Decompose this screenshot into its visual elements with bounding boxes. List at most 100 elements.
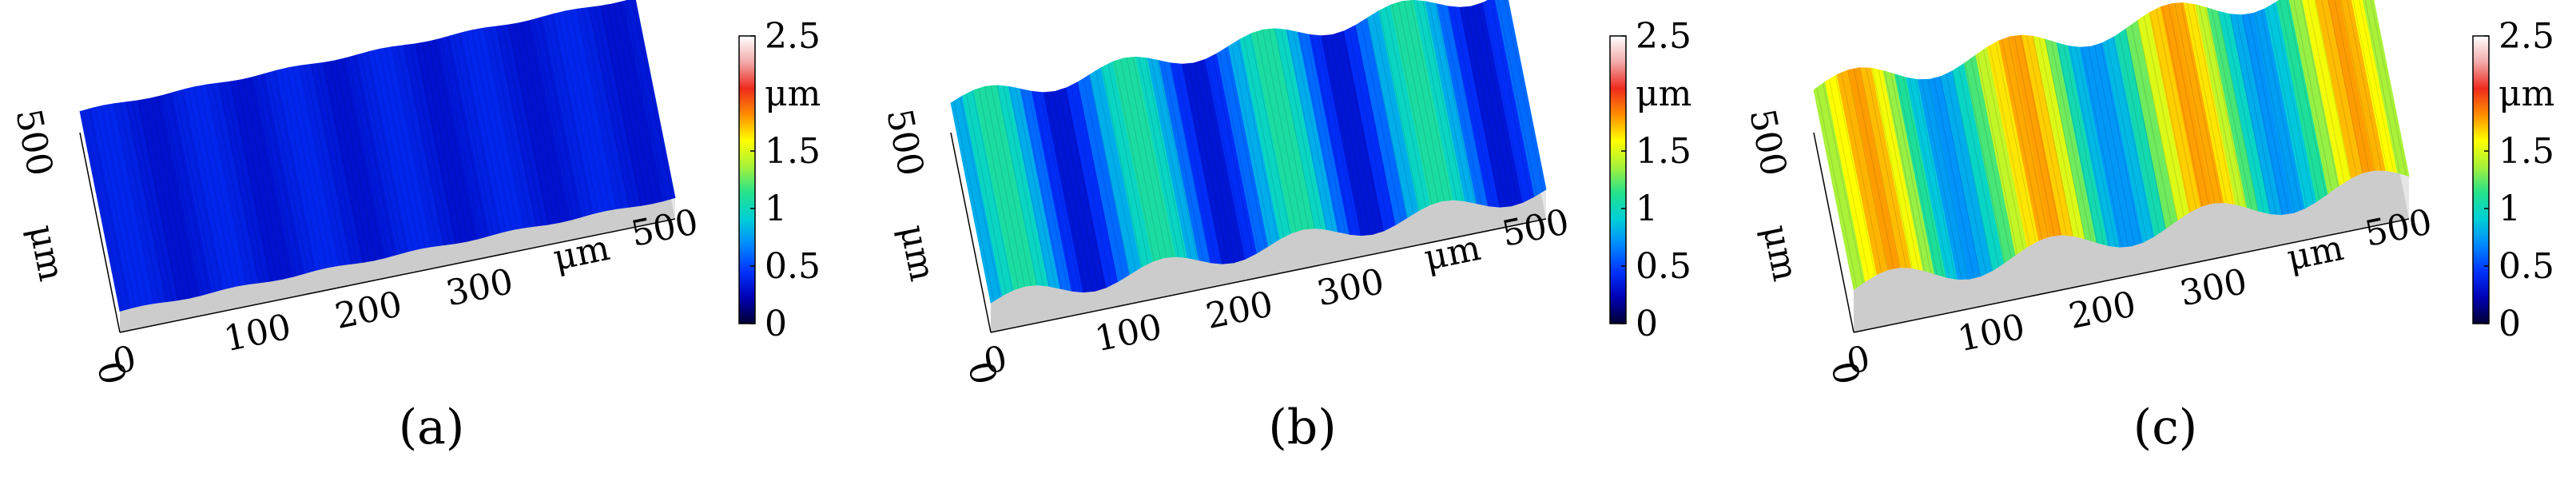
surface-texture-line <box>298 66 340 266</box>
surface-texture-line <box>1015 87 1056 288</box>
surface-texture-line <box>1182 64 1223 264</box>
surface-texture-line <box>1243 37 1285 237</box>
surface-texture-line <box>1237 40 1278 241</box>
surface-texture-line <box>1058 90 1099 291</box>
surface-strip <box>1494 0 1547 197</box>
surface-texture-line <box>446 36 487 237</box>
surface-texture-line <box>1823 83 1864 284</box>
surface-texture-line <box>434 39 475 241</box>
surface-texture-line <box>2229 14 2271 214</box>
surface-texture-line <box>1076 81 1118 283</box>
surface-texture-line <box>471 30 512 230</box>
surface-texture-line <box>2242 14 2284 215</box>
surface-texture-line <box>1225 48 1266 248</box>
surface-texture-line <box>2156 8 2197 209</box>
surface-texture-line <box>1890 73 1932 273</box>
surface-texture-line <box>1139 57 1180 257</box>
surface-texture-line <box>1859 67 1901 268</box>
surface-texture-line <box>2045 38 2086 240</box>
surface-texture-line <box>82 110 124 311</box>
surface-texture-line <box>1107 63 1149 264</box>
surface-texture-line <box>2186 2 2228 203</box>
surface-texture-line <box>459 33 500 233</box>
surface-texture-line <box>1927 79 1969 280</box>
surface-texture-line <box>1083 78 1124 279</box>
surface-texture-line <box>193 86 235 287</box>
surface-texture-line <box>1348 29 1389 229</box>
surface-texture-line <box>248 78 290 278</box>
x-tick-label: 200 <box>1203 284 1276 337</box>
surface-texture-line <box>576 9 618 209</box>
surface-texture-line <box>125 101 167 302</box>
surface-texture-line <box>1902 76 1944 277</box>
surface-texture-line <box>1946 74 1987 274</box>
surface-texture-line <box>1884 70 1926 272</box>
surface-texture-line <box>1970 58 2012 259</box>
surface-texture-line <box>1982 50 2024 250</box>
surface-texture-line <box>415 43 457 244</box>
surface-texture-line <box>533 19 574 220</box>
surface-texture-line <box>551 14 593 215</box>
surface-texture-line <box>1934 78 1975 279</box>
surface-texture-line <box>132 101 173 301</box>
surface-texture-line <box>1434 3 1476 204</box>
surface-texture-line <box>631 0 673 199</box>
surface-texture-line <box>1404 1 1445 201</box>
surface-texture-line <box>1008 86 1050 287</box>
surface-texture-line <box>273 70 315 272</box>
surface-texture-line <box>1003 85 1044 286</box>
surface-texture-line <box>490 26 531 228</box>
surface-texture-line <box>495 26 537 227</box>
surface-texture-line <box>1835 75 1876 276</box>
surface-strip <box>2362 0 2410 177</box>
surface-texture-line <box>268 72 309 273</box>
surface-texture-line <box>335 60 376 260</box>
surface-texture-line <box>1101 66 1143 268</box>
surface-texture-line <box>360 54 401 254</box>
surface-texture-line <box>1477 4 1519 205</box>
surface-texture-line <box>286 68 328 268</box>
surface-texture-line <box>1317 35 1358 236</box>
surface-texture-line <box>1046 92 1087 292</box>
surface-texture-line <box>2093 45 2135 246</box>
surface-texture-line <box>1871 68 1913 268</box>
surface-texture-line <box>1409 0 1451 201</box>
surface-texture-line <box>2069 46 2110 246</box>
colorbar-tick-label: 1 <box>765 189 787 229</box>
surface-texture-line <box>403 45 444 245</box>
surface-texture-line <box>2088 46 2129 247</box>
surface-texture-line <box>1323 35 1365 236</box>
surface-texture-line <box>1366 18 1408 218</box>
surface-texture-line <box>1119 58 1161 259</box>
surface-texture-line <box>960 97 1001 297</box>
surface-texture-line <box>1132 57 1174 257</box>
surface-texture-line <box>1373 14 1414 214</box>
surface-texture-line <box>1816 87 1858 288</box>
surface-texture-line <box>89 109 130 309</box>
x-tick-label: 300 <box>443 261 516 315</box>
surface-texture-line <box>1064 88 1106 288</box>
surface-texture-line <box>2013 35 2055 236</box>
colorbar-tick-label: 1.5 <box>1636 131 1691 172</box>
surface-texture-line <box>107 104 149 305</box>
surface-texture-line <box>1447 6 1489 206</box>
surface-texture-line <box>1230 44 1272 244</box>
colorbar-tick-label: 2.5 <box>765 16 821 57</box>
x-tick-label: 300 <box>1314 261 1387 315</box>
y-axis-line <box>79 132 121 333</box>
surface-strip <box>2315 0 2363 179</box>
surface-texture-line <box>606 4 648 205</box>
surface-strip <box>623 0 676 202</box>
surface-texture-line <box>557 12 598 213</box>
surface-texture-line <box>2293 0 2332 191</box>
surface-texture-line <box>1385 6 1426 207</box>
surface-texture-line <box>379 49 420 249</box>
surface-texture-line <box>502 25 543 226</box>
surface-texture-line <box>2050 41 2092 241</box>
colorbar-tick-label: 0 <box>765 304 787 344</box>
surface-texture-line <box>1828 78 1870 280</box>
surface-texture-line <box>1342 31 1383 232</box>
surface-texture-line <box>2007 37 2049 237</box>
surface-texture-line <box>563 11 605 212</box>
